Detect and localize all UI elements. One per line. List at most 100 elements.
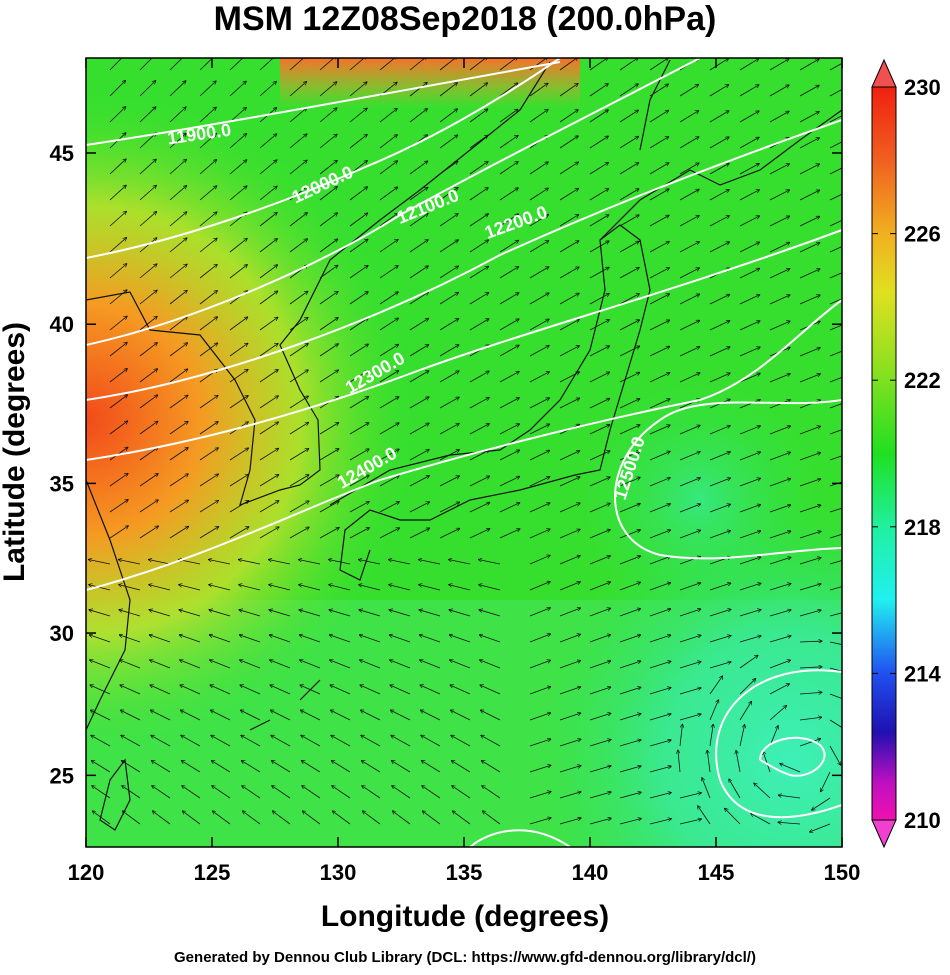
streamline-arrow <box>272 811 291 825</box>
streamline-arrow <box>679 111 699 123</box>
streamline-arrow <box>559 110 578 123</box>
streamline-arrow <box>529 83 548 97</box>
streamline-arrow <box>169 474 188 487</box>
streamline-arrow <box>799 85 819 97</box>
streamline-arrow <box>499 188 518 201</box>
streamline-arrow <box>769 610 791 617</box>
streamline-arrow <box>649 425 670 435</box>
streamline-arrow <box>769 426 791 435</box>
streamline-arrow <box>499 109 518 123</box>
streamline-arrow <box>649 766 671 773</box>
streamline-arrow <box>242 811 261 825</box>
streamline-arrow <box>109 290 127 305</box>
streamline-arrow <box>829 719 842 728</box>
colorbar-tick-label: 210 <box>904 808 941 833</box>
streamline-arrow <box>829 560 842 565</box>
streamline-arrow <box>739 400 760 409</box>
streamline-arrow <box>559 477 580 487</box>
streamline-arrow <box>529 503 550 513</box>
streamline-arrow <box>299 635 321 643</box>
streamline-arrow <box>179 635 201 643</box>
streamline-arrow <box>409 345 429 357</box>
streamline-arrow <box>589 608 611 617</box>
streamline-arrow <box>679 635 701 643</box>
streamline-arrow <box>152 786 171 799</box>
streamline-arrow <box>169 317 187 331</box>
streamline-arrow <box>239 635 261 643</box>
streamline-arrow <box>649 451 670 461</box>
title: MSM 12Z08Sep2018 (200.0hPa) <box>214 0 717 38</box>
streamline-arrow <box>392 786 411 799</box>
streamline-arrow <box>799 717 822 721</box>
streamline-arrow <box>180 660 201 669</box>
streamline-arrow <box>589 84 608 97</box>
streamline-arrow <box>751 813 771 825</box>
streamline-arrow <box>619 530 640 539</box>
streamline-arrow <box>799 641 822 642</box>
streamline-arrow <box>109 447 128 461</box>
streamline-arrow <box>799 138 819 149</box>
streamline-arrow <box>89 610 111 617</box>
streamline-arrow <box>679 137 699 149</box>
streamline-arrow <box>499 214 518 227</box>
streamline-arrow <box>109 473 128 487</box>
y-tick-label: 30 <box>50 621 74 646</box>
streamline-arrow <box>709 609 731 617</box>
ticks: 120 125 130 135 140 145 150 25 30 35 40 45 <box>50 58 860 885</box>
streamline-arrow <box>707 750 711 773</box>
streamline-arrow <box>709 426 730 435</box>
streamline-arrow <box>739 426 760 435</box>
streamline-arrow <box>169 186 187 201</box>
streamline-arrow <box>649 373 670 383</box>
streamline-arrow <box>289 134 307 149</box>
streamline-arrow <box>709 163 729 175</box>
streamline-arrow <box>139 474 158 487</box>
streamline-arrow <box>799 505 821 513</box>
streamline-arrow <box>389 610 411 617</box>
streamline-arrow <box>409 292 428 305</box>
streamline-arrow <box>649 583 671 591</box>
streamline-arrow <box>529 398 550 409</box>
streamline-arrow <box>89 635 111 643</box>
streamline-arrow <box>319 527 339 539</box>
streamline-arrow <box>649 635 671 643</box>
streamline-arrow <box>769 374 790 383</box>
streamline-arrow <box>349 370 369 383</box>
streamline-arrow <box>479 635 501 643</box>
streamline-arrow <box>739 724 745 747</box>
streamline-arrow <box>649 609 671 617</box>
streamline-arrow <box>709 137 729 149</box>
streamline-arrow <box>649 268 669 279</box>
streamline-arrow <box>799 531 821 539</box>
streamline-arrow <box>169 395 188 409</box>
streamline-arrow <box>349 449 369 461</box>
streamline-arrow <box>179 585 201 591</box>
streamline-arrow <box>229 160 247 175</box>
streamline-arrow <box>619 163 639 175</box>
streamline-arrow <box>319 291 338 305</box>
streamline-arrow <box>649 320 670 331</box>
streamline-arrow <box>769 584 791 591</box>
streamline-arrow <box>499 319 519 331</box>
streamline-arrow <box>589 136 609 149</box>
streamline-arrow <box>229 186 247 201</box>
streamline-arrow <box>589 215 609 227</box>
streamline-arrow <box>829 403 842 409</box>
streamline-arrow <box>619 504 640 513</box>
streamline-arrow <box>149 635 171 643</box>
streamline-arrow <box>739 701 752 721</box>
streamline-arrow <box>559 582 580 591</box>
streamline-arrow <box>482 786 501 799</box>
colorbar-tick-label: 214 <box>904 661 941 686</box>
streamline-arrow <box>649 399 670 409</box>
streamline-arrow <box>559 634 581 643</box>
streamline-arrow <box>649 688 671 695</box>
streamline-arrow <box>182 786 201 799</box>
streamline-arrow <box>619 451 640 461</box>
streamline-arrow <box>149 585 171 591</box>
streamline-arrow <box>479 585 501 591</box>
streamline-arrow <box>829 115 842 123</box>
streamline-arrow <box>329 635 351 643</box>
streamline-arrow <box>679 688 701 695</box>
